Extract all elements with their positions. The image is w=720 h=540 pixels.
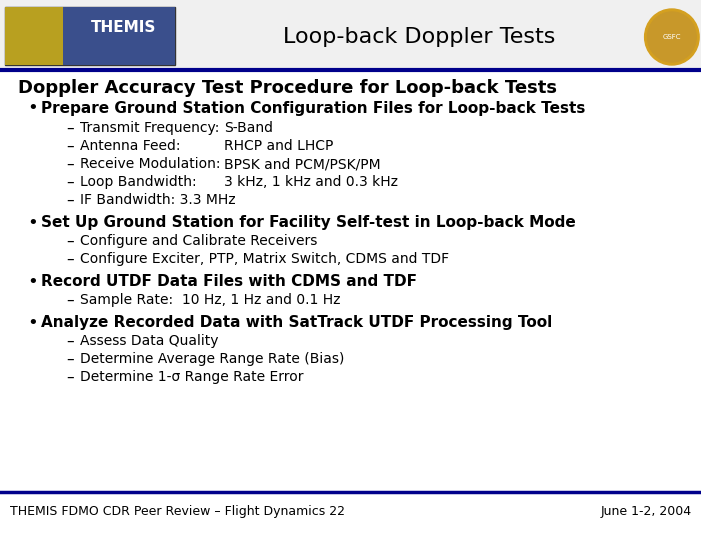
- Text: •: •: [27, 273, 38, 291]
- Text: •: •: [27, 214, 38, 232]
- Text: –: –: [66, 192, 74, 207]
- Text: S-Band: S-Band: [224, 121, 273, 135]
- Text: June 1-2, 2004: June 1-2, 2004: [600, 505, 691, 518]
- Text: –: –: [66, 352, 74, 367]
- Text: GSFC: GSFC: [662, 34, 681, 40]
- Text: –: –: [66, 293, 74, 307]
- Text: –: –: [66, 252, 74, 267]
- Text: –: –: [66, 120, 74, 136]
- Text: IF Bandwidth: 3.3 MHz: IF Bandwidth: 3.3 MHz: [80, 193, 235, 207]
- Text: Transmit Frequency:: Transmit Frequency:: [80, 121, 219, 135]
- Text: –: –: [66, 157, 74, 172]
- Text: Set Up Ground Station for Facility Self-test in Loop-back Mode: Set Up Ground Station for Facility Self-…: [41, 215, 576, 231]
- Bar: [5, 7, 175, 65]
- Text: Doppler Accuracy Test Procedure for Loop-back Tests: Doppler Accuracy Test Procedure for Loop…: [17, 79, 557, 97]
- Circle shape: [644, 9, 699, 65]
- Text: –: –: [66, 138, 74, 153]
- Text: –: –: [66, 174, 74, 190]
- Bar: [63, 7, 175, 65]
- Text: Antenna Feed:: Antenna Feed:: [80, 139, 180, 153]
- Text: Determine Average Range Rate (Bias): Determine Average Range Rate (Bias): [80, 352, 344, 366]
- Bar: [5, 7, 63, 65]
- Text: Determine 1-σ Range Rate Error: Determine 1-σ Range Rate Error: [80, 370, 303, 384]
- Text: Record UTDF Data Files with CDMS and TDF: Record UTDF Data Files with CDMS and TDF: [41, 274, 417, 289]
- Text: Prepare Ground Station Configuration Files for Loop-back Tests: Prepare Ground Station Configuration Fil…: [41, 100, 585, 116]
- Text: THEMIS FDMO CDR Peer Review – Flight Dynamics 22: THEMIS FDMO CDR Peer Review – Flight Dyn…: [10, 505, 345, 518]
- Text: Loop Bandwidth:: Loop Bandwidth:: [80, 175, 197, 189]
- Bar: [0, 0, 701, 70]
- Text: Loop-back Doppler Tests: Loop-back Doppler Tests: [282, 27, 555, 47]
- Text: •: •: [27, 99, 38, 117]
- Text: –: –: [66, 369, 74, 384]
- Text: Configure and Calibrate Receivers: Configure and Calibrate Receivers: [80, 234, 318, 248]
- Text: 3 kHz, 1 kHz and 0.3 kHz: 3 kHz, 1 kHz and 0.3 kHz: [224, 175, 398, 189]
- Text: Assess Data Quality: Assess Data Quality: [80, 334, 218, 348]
- Text: –: –: [66, 334, 74, 348]
- Text: BPSK and PCM/PSK/PM: BPSK and PCM/PSK/PM: [224, 157, 381, 171]
- Text: Configure Exciter, PTP, Matrix Switch, CDMS and TDF: Configure Exciter, PTP, Matrix Switch, C…: [80, 252, 449, 266]
- Text: THEMIS: THEMIS: [91, 21, 156, 36]
- Text: –: –: [66, 233, 74, 248]
- Text: Receive Modulation:: Receive Modulation:: [80, 157, 220, 171]
- Text: RHCP and LHCP: RHCP and LHCP: [224, 139, 333, 153]
- Text: Sample Rate:  10 Hz, 1 Hz and 0.1 Hz: Sample Rate: 10 Hz, 1 Hz and 0.1 Hz: [80, 293, 341, 307]
- Text: •: •: [27, 314, 38, 332]
- Circle shape: [647, 12, 696, 62]
- Text: Analyze Recorded Data with SatTrack UTDF Processing Tool: Analyze Recorded Data with SatTrack UTDF…: [41, 315, 552, 330]
